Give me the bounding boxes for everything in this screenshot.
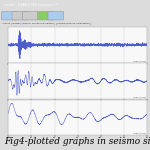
Text: Actions | Display/Analysis: Processing: Seismo | | Seismos/Phases: Polarisation : Actions | Display/Analysis: Processing: … bbox=[2, 23, 90, 25]
Text: Time (secs): Time (secs) bbox=[133, 133, 146, 134]
FancyBboxPatch shape bbox=[22, 12, 38, 20]
Text: Fig4-plotted graphs in seismo signal: Fig4-plotted graphs in seismo signal bbox=[4, 137, 150, 146]
FancyBboxPatch shape bbox=[48, 12, 64, 20]
FancyBboxPatch shape bbox=[2, 12, 17, 20]
FancyBboxPatch shape bbox=[12, 12, 28, 20]
Text: Time (secs): Time (secs) bbox=[133, 60, 146, 62]
FancyBboxPatch shape bbox=[38, 12, 53, 20]
Text: Time (secs): Time (secs) bbox=[133, 97, 146, 98]
Text: seismo - [LABEL3 (04) [seismo] x ??: seismo - [LABEL3 (04) [seismo] x ?? bbox=[4, 3, 59, 7]
